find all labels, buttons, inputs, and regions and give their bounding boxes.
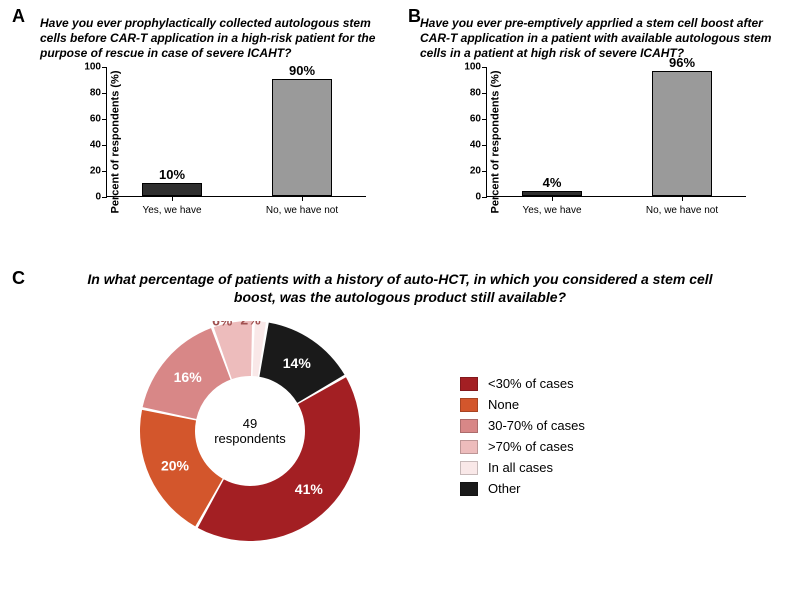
ytick-line (102, 145, 107, 146)
legend-item: >70% of cases (460, 439, 585, 454)
legend-label: <30% of cases (488, 376, 574, 391)
ytick-line (102, 67, 107, 68)
ytick-line (482, 93, 487, 94)
legend-swatch (460, 377, 478, 391)
chart-a-title: Have you ever prophylactically collected… (40, 16, 390, 61)
ytick-line (102, 119, 107, 120)
bar (272, 79, 332, 196)
ytick-label: 100 (79, 62, 101, 73)
chart-b-title: Have you ever pre-emptively apprlied a s… (420, 16, 780, 61)
chart-a: Have you ever prophylactically collected… (40, 16, 390, 217)
donut-center: 49 respondents (140, 321, 360, 541)
ytick-line (482, 171, 487, 172)
chart-a-area: Percent of respondents (%) 0204060801001… (78, 67, 368, 217)
chart-c-title: In what percentage of patients with a hi… (70, 270, 730, 306)
donut-center-label: respondents (214, 431, 286, 446)
xtick-line (682, 196, 683, 201)
xtick-label: Yes, we have (142, 205, 201, 216)
ytick-line (482, 197, 487, 198)
legend-label: In all cases (488, 460, 553, 475)
legend-item: 30-70% of cases (460, 418, 585, 433)
legend-swatch (460, 461, 478, 475)
panel-c: In what percentage of patients with a hi… (10, 270, 790, 571)
ytick-label: 40 (79, 140, 101, 151)
donut-wrap: 41%20%16%6%2%14% 49 respondents <30% of … (10, 321, 790, 571)
bar-value-label: 90% (289, 63, 315, 78)
chart-b-area: Percent of respondents (%) 0204060801004… (458, 67, 748, 217)
panel-b-label: B (408, 6, 421, 27)
legend-swatch (460, 482, 478, 496)
ytick-label: 80 (79, 88, 101, 99)
chart-a-plot: 02040608010010%Yes, we have90%No, we hav… (106, 67, 366, 197)
bar (652, 71, 712, 196)
donut-center-count: 49 (243, 416, 257, 431)
bar-value-label: 10% (159, 167, 185, 182)
ytick-line (482, 67, 487, 68)
legend-label: Other (488, 481, 521, 496)
legend-item: In all cases (460, 460, 585, 475)
xtick-label: Yes, we have (522, 205, 581, 216)
legend-label: None (488, 397, 519, 412)
ytick-label: 60 (459, 114, 481, 125)
ytick-label: 100 (459, 62, 481, 73)
ytick-label: 80 (459, 88, 481, 99)
legend-item: Other (460, 481, 585, 496)
ytick-line (102, 93, 107, 94)
bar-value-label: 4% (543, 175, 562, 190)
legend-item: None (460, 397, 585, 412)
ytick-label: 20 (459, 166, 481, 177)
legend-swatch (460, 419, 478, 433)
legend-swatch (460, 440, 478, 454)
ytick-label: 0 (79, 192, 101, 203)
ytick-label: 0 (459, 192, 481, 203)
chart-b-plot: 0204060801004%Yes, we have96%No, we have… (486, 67, 746, 197)
xtick-line (552, 196, 553, 201)
legend-label: 30-70% of cases (488, 418, 585, 433)
bar (142, 183, 202, 196)
legend-swatch (460, 398, 478, 412)
ytick-line (482, 119, 487, 120)
legend-label: >70% of cases (488, 439, 574, 454)
xtick-label: No, we have not (646, 205, 718, 216)
top-row: Have you ever prophylactically collected… (0, 8, 800, 238)
legend-item: <30% of cases (460, 376, 585, 391)
xtick-line (172, 196, 173, 201)
xtick-line (302, 196, 303, 201)
ytick-line (102, 197, 107, 198)
ytick-line (102, 171, 107, 172)
bar-value-label: 96% (669, 55, 695, 70)
ytick-label: 60 (79, 114, 101, 125)
ytick-label: 40 (459, 140, 481, 151)
xtick-label: No, we have not (266, 205, 338, 216)
ytick-label: 20 (79, 166, 101, 177)
chart-b: Have you ever pre-emptively apprlied a s… (420, 16, 780, 217)
ytick-line (482, 145, 487, 146)
donut-legend: <30% of cases None 30-70% of cases >70% of … (460, 376, 585, 502)
